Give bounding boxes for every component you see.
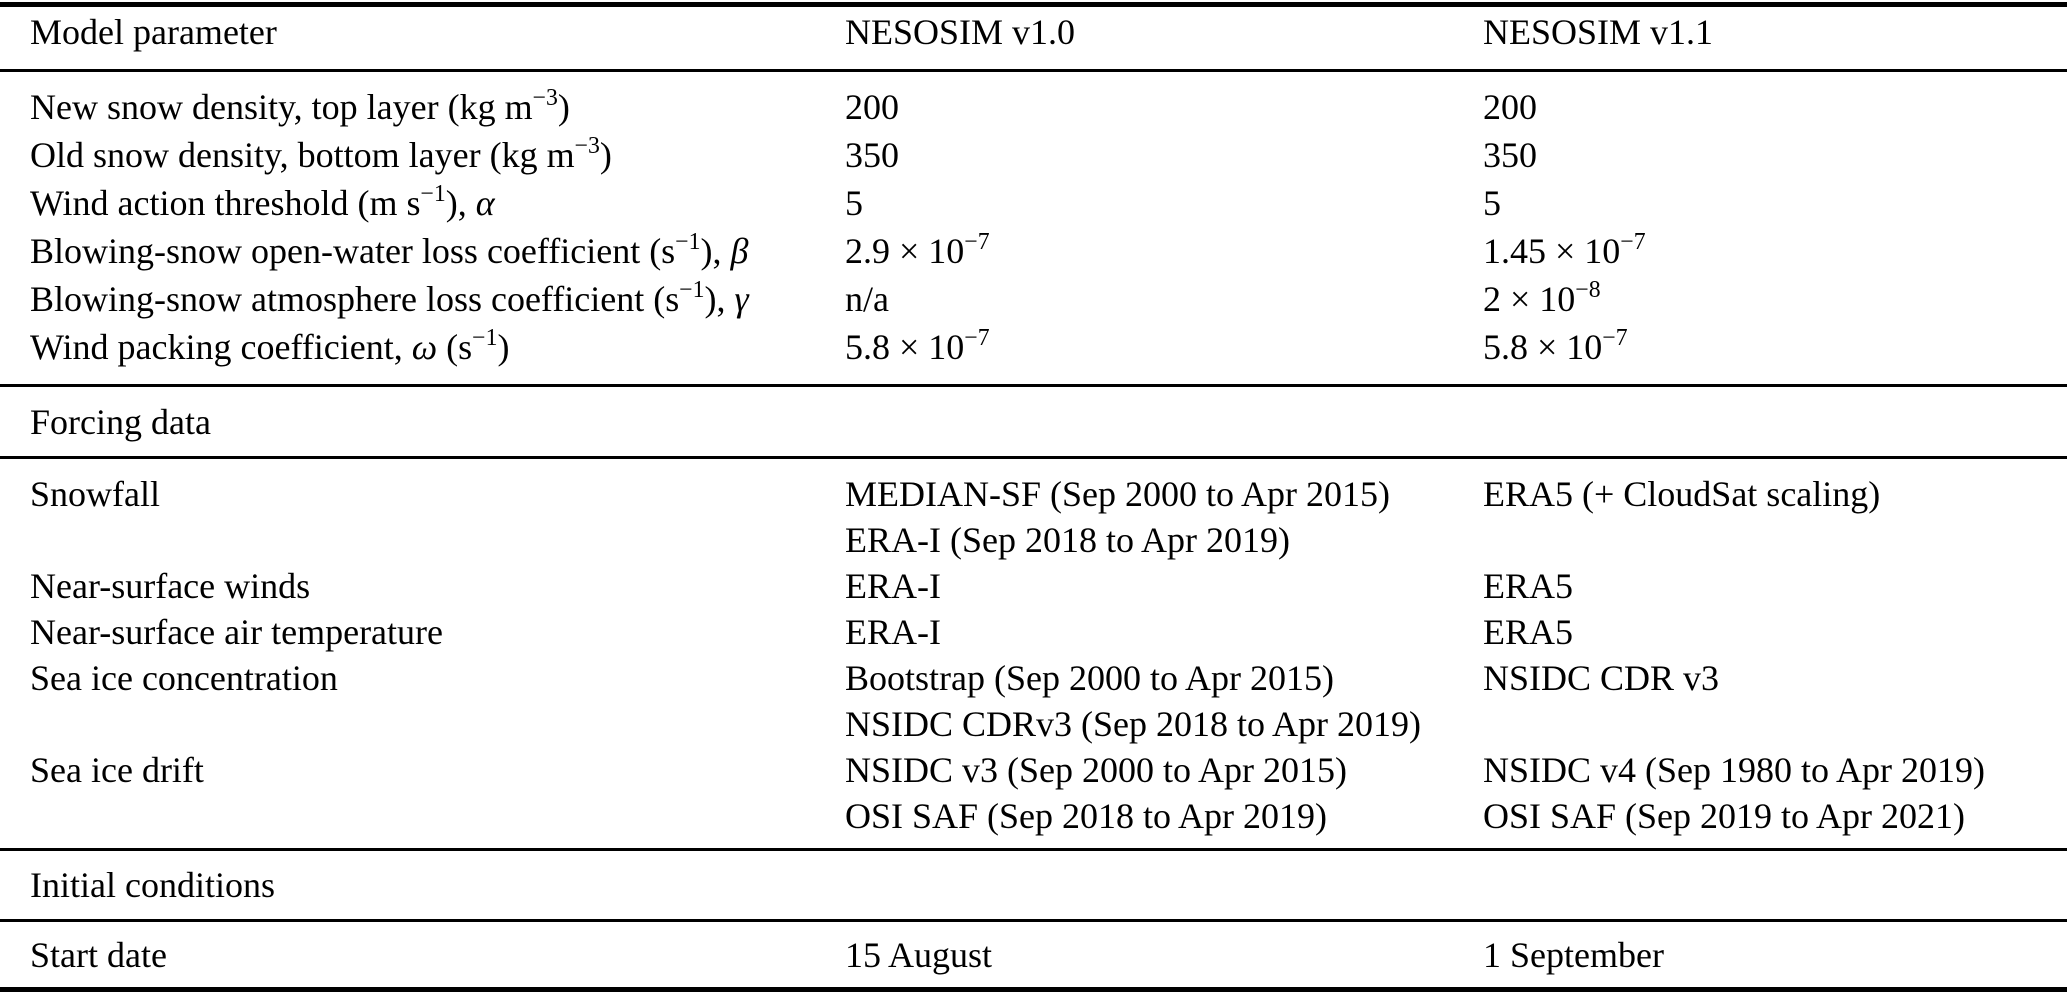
- forcing-label-text: Snowfall: [30, 474, 160, 514]
- cell-line: ERA5: [1483, 566, 1573, 606]
- top-rule: [0, 2, 2067, 7]
- header-row: Model parameter NESOSIM v1.0 NESOSIM v1.…: [0, 7, 2067, 69]
- forcing-section-top-rule: [0, 384, 2067, 387]
- forcing-section: Snowfall MEDIAN-SF (Sep 2000 to Apr 2015…: [0, 459, 2067, 848]
- cell-line: ERA5 (+ CloudSat scaling): [1483, 474, 1881, 514]
- param-value-v10: n/a: [845, 279, 889, 319]
- forcing-value-v11: NSIDC v4 (Sep 1980 to Apr 2019) OSI SAF …: [1483, 747, 2067, 839]
- param-label: Blowing-snow atmosphere loss coefficient…: [30, 276, 749, 319]
- initial-value-v11: 1 September: [1483, 934, 1664, 975]
- bottom-rule: [0, 987, 2067, 992]
- initial-section-top-rule: [0, 848, 2067, 851]
- param-value-v10: 350: [845, 135, 899, 175]
- param-value-v11: 200: [1483, 87, 1537, 127]
- table-row-snowfall: Snowfall MEDIAN-SF (Sep 2000 to Apr 2015…: [0, 471, 2067, 563]
- forcing-label-text: Near-surface winds: [30, 566, 311, 606]
- section-header-forcing-data: Forcing data: [0, 387, 2067, 456]
- table-row-open-water-loss-coefficient: Blowing-snow open-water loss coefficient…: [0, 227, 2067, 275]
- forcing-label-text: Sea ice concentration: [30, 658, 338, 698]
- forcing-value-v10: Bootstrap (Sep 2000 to Apr 2015) NSIDC C…: [845, 655, 1483, 747]
- table-row-wind-action-threshold: Wind action threshold (m s−1), α 5 5: [0, 179, 2067, 227]
- param-value-v11: 5.8 × 10−7: [1483, 324, 1628, 367]
- table-row-sea-ice-drift: Sea ice drift NSIDC v3 (Sep 2000 to Apr …: [0, 747, 2067, 839]
- param-label: Blowing-snow open-water loss coefficient…: [30, 228, 749, 271]
- param-value-v11: 1.45 × 10−7: [1483, 228, 1646, 271]
- cell-line: ERA-I: [845, 612, 941, 652]
- param-value-v11: 2 × 10−8: [1483, 276, 1601, 319]
- forcing-value-v11: NSIDC CDR v3: [1483, 655, 2067, 747]
- param-value-v11: 350: [1483, 135, 1537, 175]
- section-header-label: Forcing data: [30, 401, 211, 442]
- cell-line: NSIDC v3 (Sep 2000 to Apr 2015): [845, 750, 1347, 790]
- table-row-near-surface-winds: Near-surface winds ERA-I ERA5: [0, 563, 2067, 609]
- forcing-label: Near-surface winds: [30, 563, 845, 609]
- table-row-start-date: Start date 15 August 1 September: [0, 922, 2067, 987]
- cell-line: ERA-I: [845, 566, 941, 606]
- table-row-sea-ice-concentration: Sea ice concentration Bootstrap (Sep 200…: [0, 655, 2067, 747]
- cell-line: ERA5: [1483, 612, 1573, 652]
- parameters-section: New snow density, top layer (kg m−3) 200…: [0, 72, 2067, 384]
- param-value-v10: 2.9 × 10−7: [845, 228, 990, 271]
- initial-value-v10: 15 August: [845, 934, 993, 975]
- initial-label: Start date: [30, 934, 167, 975]
- param-label: Wind packing coefficient, ω (s−1): [30, 324, 510, 367]
- table-row-new-snow-density: New snow density, top layer (kg m−3) 200…: [0, 83, 2067, 131]
- forcing-value-v11: ERA5: [1483, 563, 2067, 609]
- forcing-value-v11: ERA5: [1483, 609, 2067, 655]
- cell-line: OSI SAF (Sep 2018 to Apr 2019): [845, 796, 1328, 836]
- forcing-value-v10: NSIDC v3 (Sep 2000 to Apr 2015) OSI SAF …: [845, 747, 1483, 839]
- param-value-v10: 5: [845, 183, 863, 223]
- forcing-value-v11: ERA5 (+ CloudSat scaling): [1483, 471, 2067, 563]
- cell-line: NSIDC CDRv3 (Sep 2018 to Apr 2019): [845, 704, 1422, 744]
- forcing-label: Sea ice drift: [30, 747, 845, 839]
- column-header-nesosim-v11: NESOSIM v1.1: [1483, 12, 1714, 52]
- cell-line: OSI SAF (Sep 2019 to Apr 2021): [1483, 796, 1966, 836]
- section-header-initial-conditions: Initial conditions: [0, 851, 2067, 919]
- forcing-label: Snowfall: [30, 471, 845, 563]
- forcing-label: Near-surface air temperature: [30, 609, 845, 655]
- cell-line: MEDIAN-SF (Sep 2000 to Apr 2015): [845, 474, 1390, 514]
- header-rule: [0, 69, 2067, 72]
- forcing-value-v10: MEDIAN-SF (Sep 2000 to Apr 2015) ERA-I (…: [845, 471, 1483, 563]
- forcing-section-bottom-rule: [0, 456, 2067, 459]
- table-row-atmosphere-loss-coefficient: Blowing-snow atmosphere loss coefficient…: [0, 275, 2067, 323]
- param-value-v10: 5.8 × 10−7: [845, 324, 990, 367]
- section-header-label: Initial conditions: [30, 865, 275, 905]
- cell-line: NSIDC v4 (Sep 1980 to Apr 2019): [1483, 750, 1985, 790]
- table-row-near-surface-air-temperature: Near-surface air temperature ERA-I ERA5: [0, 609, 2067, 655]
- param-label: Wind action threshold (m s−1), α: [30, 180, 495, 223]
- forcing-value-v10: ERA-I: [845, 609, 1483, 655]
- param-label: Old snow density, bottom layer (kg m−3): [30, 132, 612, 175]
- initial-section-bottom-rule: [0, 919, 2067, 922]
- param-label: New snow density, top layer (kg m−3): [30, 84, 570, 127]
- table-row-old-snow-density: Old snow density, bottom layer (kg m−3) …: [0, 131, 2067, 179]
- table-row-wind-packing-coefficient: Wind packing coefficient, ω (s−1) 5.8 × …: [0, 323, 2067, 371]
- forcing-label-text: Sea ice drift: [30, 750, 204, 790]
- column-header-model-parameter: Model parameter: [30, 12, 277, 52]
- column-header-nesosim-v10: NESOSIM v1.0: [845, 12, 1076, 52]
- cell-line: Bootstrap (Sep 2000 to Apr 2015): [845, 658, 1334, 698]
- forcing-label: Sea ice concentration: [30, 655, 845, 747]
- param-value-v11: 5: [1483, 183, 1501, 223]
- cell-line: ERA-I (Sep 2018 to Apr 2019): [845, 520, 1290, 560]
- param-value-v10: 200: [845, 87, 899, 127]
- cell-line: NSIDC CDR v3: [1483, 658, 1720, 698]
- forcing-label-text: Near-surface air temperature: [30, 612, 443, 652]
- forcing-value-v10: ERA-I: [845, 563, 1483, 609]
